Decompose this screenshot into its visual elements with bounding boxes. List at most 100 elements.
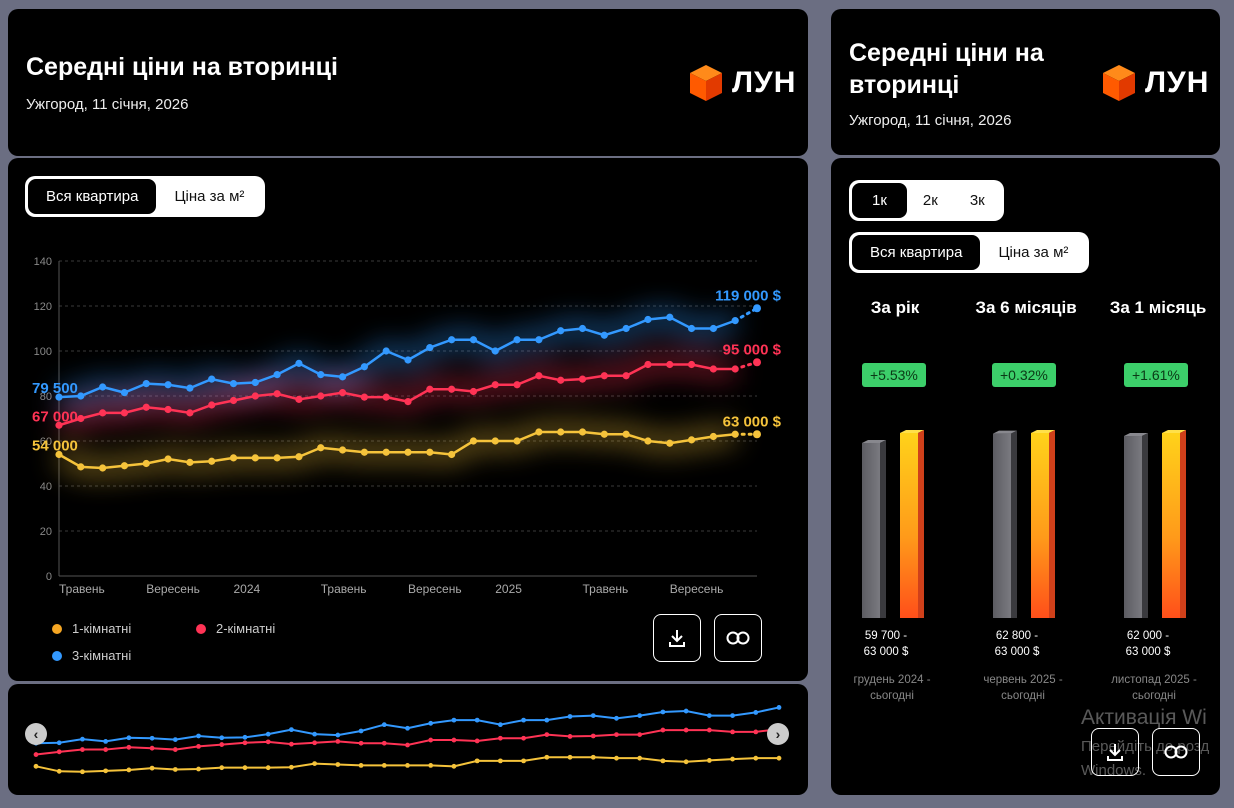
- data-point[interactable]: [600, 372, 608, 380]
- data-point[interactable]: [99, 409, 107, 417]
- data-point[interactable]: [382, 393, 390, 401]
- data-point[interactable]: [186, 409, 194, 417]
- toggle-1-room[interactable]: 1к: [852, 183, 907, 218]
- data-point[interactable]: [229, 396, 238, 405]
- data-point[interactable]: [77, 463, 85, 471]
- toggle-whole-apartment[interactable]: Вся квартира: [28, 179, 157, 214]
- data-point[interactable]: [338, 389, 347, 397]
- data-point[interactable]: [186, 458, 194, 466]
- data-point[interactable]: [186, 384, 194, 392]
- toggle-price-per-m2[interactable]: Ціна за м²: [998, 244, 1069, 261]
- data-point[interactable]: [295, 359, 303, 367]
- data-point[interactable]: [578, 428, 587, 436]
- data-point[interactable]: [426, 385, 434, 393]
- data-point[interactable]: [557, 376, 565, 384]
- data-point[interactable]: [600, 331, 608, 339]
- data-point[interactable]: [644, 315, 652, 324]
- navigator-prev-button[interactable]: ‹: [25, 723, 47, 745]
- data-point[interactable]: [142, 403, 150, 411]
- data-point[interactable]: [731, 430, 739, 438]
- data-point[interactable]: [164, 405, 172, 414]
- data-point[interactable]: [251, 392, 259, 400]
- data-point[interactable]: [513, 437, 521, 445]
- data-point[interactable]: [687, 324, 696, 333]
- data-point[interactable]: [164, 455, 172, 463]
- data-point[interactable]: [229, 454, 238, 462]
- toggle-2-room[interactable]: 2к: [922, 192, 938, 209]
- data-point[interactable]: [753, 304, 761, 313]
- data-point[interactable]: [338, 373, 347, 381]
- data-point[interactable]: [535, 428, 543, 436]
- data-point[interactable]: [731, 365, 739, 373]
- data-point[interactable]: [77, 392, 85, 400]
- data-point[interactable]: [120, 462, 129, 470]
- data-point[interactable]: [382, 347, 390, 355]
- data-point[interactable]: [142, 380, 150, 388]
- data-point[interactable]: [426, 448, 434, 456]
- legend-2-room[interactable]: 2-кімнатні: [196, 621, 275, 636]
- bar-new-price[interactable]: [900, 433, 918, 618]
- bar-new-price[interactable]: [1031, 433, 1049, 618]
- data-point[interactable]: [295, 395, 303, 403]
- data-point[interactable]: [578, 324, 587, 333]
- bar-old-price[interactable]: [993, 433, 1011, 618]
- data-point[interactable]: [513, 381, 521, 389]
- data-point[interactable]: [55, 393, 63, 401]
- data-point[interactable]: [382, 448, 390, 456]
- data-point[interactable]: [687, 436, 696, 444]
- bar-new-price[interactable]: [1162, 433, 1180, 618]
- bar-old-price[interactable]: [1124, 436, 1142, 618]
- data-point[interactable]: [142, 459, 150, 468]
- data-point[interactable]: [469, 387, 478, 396]
- right-share-link-button[interactable]: [1152, 728, 1200, 776]
- data-point[interactable]: [469, 437, 478, 445]
- data-point[interactable]: [338, 446, 347, 454]
- data-point[interactable]: [448, 450, 456, 459]
- data-point[interactable]: [600, 430, 608, 438]
- lun-logo[interactable]: ЛУН: [1101, 63, 1209, 103]
- data-point[interactable]: [644, 437, 652, 445]
- data-point[interactable]: [360, 393, 368, 401]
- toggle-whole-apartment[interactable]: Вся квартира: [852, 235, 981, 270]
- data-point[interactable]: [687, 360, 696, 369]
- download-button[interactable]: [653, 614, 701, 662]
- data-point[interactable]: [120, 409, 129, 417]
- data-point[interactable]: [426, 344, 434, 352]
- legend-1-room[interactable]: 1-кімнатні: [52, 621, 131, 636]
- data-point[interactable]: [622, 430, 630, 438]
- data-point[interactable]: [208, 457, 216, 465]
- data-point[interactable]: [55, 421, 63, 429]
- data-point[interactable]: [360, 448, 368, 456]
- data-point[interactable]: [404, 398, 412, 406]
- data-point[interactable]: [208, 375, 216, 383]
- data-point[interactable]: [99, 464, 107, 472]
- legend-3-room[interactable]: 3-кімнатні: [52, 648, 131, 663]
- data-point[interactable]: [666, 439, 674, 447]
- share-link-button[interactable]: [714, 614, 762, 662]
- data-point[interactable]: [753, 430, 761, 439]
- data-point[interactable]: [251, 454, 259, 462]
- data-point[interactable]: [469, 336, 478, 344]
- right-download-button[interactable]: [1091, 728, 1139, 776]
- data-point[interactable]: [77, 414, 85, 423]
- data-point[interactable]: [535, 372, 543, 380]
- data-point[interactable]: [557, 327, 565, 335]
- data-point[interactable]: [535, 336, 543, 344]
- data-point[interactable]: [164, 381, 172, 389]
- data-point[interactable]: [557, 428, 565, 436]
- lun-logo[interactable]: ЛУН: [688, 63, 796, 103]
- data-point[interactable]: [99, 383, 107, 391]
- data-point[interactable]: [622, 372, 630, 380]
- data-point[interactable]: [360, 363, 368, 371]
- toggle-3-room[interactable]: 3к: [969, 192, 985, 209]
- data-point[interactable]: [229, 380, 238, 388]
- data-point[interactable]: [753, 358, 761, 367]
- data-point[interactable]: [251, 378, 259, 387]
- data-point[interactable]: [404, 448, 412, 456]
- data-point[interactable]: [273, 371, 281, 379]
- data-point[interactable]: [709, 432, 717, 441]
- data-point[interactable]: [448, 385, 456, 393]
- data-point[interactable]: [666, 360, 674, 369]
- data-point[interactable]: [404, 356, 412, 364]
- data-point[interactable]: [317, 444, 325, 452]
